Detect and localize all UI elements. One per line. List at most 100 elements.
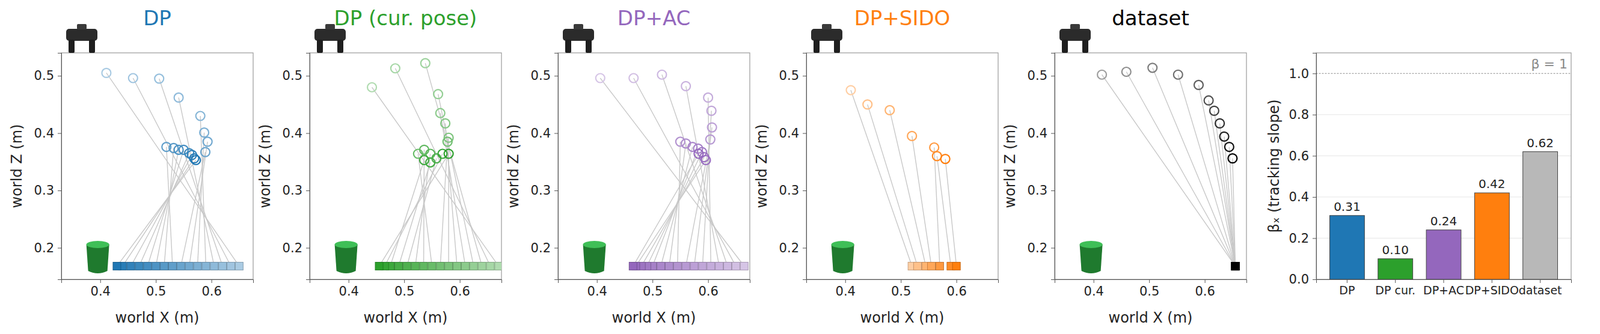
x-axis-line [1316, 280, 1572, 284]
target-square [935, 262, 944, 271]
target-square [673, 262, 682, 271]
gripper-body [66, 28, 98, 41]
gripper-body [811, 28, 843, 41]
pred-point [435, 108, 445, 118]
y-tick-mark [1312, 155, 1317, 157]
target-square [1231, 262, 1240, 271]
bin-body [1079, 244, 1103, 274]
x-tick: 0.5 [1139, 279, 1160, 299]
x-axis: 0.40.50.6 [558, 279, 751, 299]
link-line [1152, 67, 1236, 267]
target-square [494, 262, 502, 271]
y-axis-title: world Z (m) [753, 124, 771, 209]
bar [1378, 259, 1414, 280]
target-square [927, 262, 936, 271]
y-tick-label: 0.4 [530, 126, 551, 141]
y-tick: 0.3 [282, 183, 310, 198]
pred-point [200, 147, 210, 157]
y-tick-mark [554, 133, 558, 135]
gripper-finger [813, 39, 820, 53]
link-line [189, 141, 209, 267]
pred-point [657, 70, 667, 80]
x-tick-mark [1491, 279, 1493, 284]
bar [1426, 230, 1462, 280]
pred-point [1227, 153, 1237, 163]
panel-title: DP+SIDO [854, 6, 951, 31]
target-square [913, 262, 922, 271]
target-square [740, 262, 748, 271]
data-group [101, 68, 243, 271]
link-line [1208, 100, 1236, 267]
y-axis-line [306, 53, 311, 281]
y-tick: 0.2 [1027, 241, 1055, 256]
x-tick-mark [845, 279, 846, 284]
link-line [379, 153, 450, 267]
link-line [1232, 158, 1236, 267]
plot-frame [61, 52, 254, 280]
gripper-finger [88, 39, 96, 53]
grid-line [1316, 73, 1572, 74]
y-tick-label: 0.2 [779, 241, 800, 256]
data-group [1097, 63, 1240, 270]
link-line [662, 74, 728, 267]
gripper-body [562, 28, 595, 41]
pred-point [154, 73, 164, 83]
bar [1474, 193, 1510, 280]
y-axis-title: βₓ (tracking slope) [1265, 99, 1283, 234]
target-square [375, 262, 384, 271]
link-line [1177, 74, 1236, 267]
y-axis-line [802, 53, 807, 281]
bin-icon [831, 241, 855, 274]
x-tick: 0.4 [90, 279, 111, 299]
x-tick-label: 0.4 [1084, 284, 1104, 299]
link-line [417, 153, 432, 267]
pred-point [1209, 106, 1219, 116]
y-tick-mark [802, 190, 807, 192]
pred-point [168, 143, 178, 153]
pred-point [367, 82, 377, 92]
target-square [394, 262, 403, 271]
y-tick-mark [306, 190, 310, 192]
y-tick-mark [1312, 114, 1317, 116]
pred-point [885, 105, 895, 115]
scatter-panel: 0.40.50.60.20.30.40.5DP+ACworld X (m)wor… [505, 6, 751, 327]
x-tick: 0.5 [146, 279, 166, 299]
x-tick: DP+AC [1423, 279, 1465, 298]
pred-point [703, 93, 713, 103]
link-line [122, 158, 195, 267]
y-tick-label: 0.5 [1027, 68, 1048, 83]
link-line [936, 156, 951, 267]
link-line [131, 155, 193, 267]
x-tick-mark [956, 279, 958, 284]
target-square [152, 262, 160, 271]
y-tick: 0.4 [1289, 190, 1317, 205]
x-tick-label: 0.6 [1194, 284, 1215, 299]
pred-point [433, 89, 443, 99]
target-square [185, 262, 194, 271]
target-square [698, 262, 707, 271]
bin-body [86, 244, 110, 274]
bin-rim [583, 241, 607, 249]
bin-rim [831, 241, 855, 249]
link-line [425, 63, 482, 267]
y-tick-mark [802, 75, 807, 77]
target-square [160, 262, 169, 271]
target-square [1231, 262, 1240, 271]
target-square [193, 262, 202, 271]
data-label: 0.10 [1381, 242, 1409, 258]
pred-point [940, 154, 951, 164]
x-tick: 0.6 [946, 279, 967, 299]
y-tick-label: 0.4 [282, 126, 303, 141]
x-tick-label: 0.5 [891, 284, 911, 299]
pred-point [1147, 63, 1157, 73]
x-tick-mark [459, 279, 461, 284]
link-line [850, 90, 913, 267]
x-tick-mark [652, 279, 653, 284]
link-line [1126, 71, 1236, 267]
link-line [440, 141, 448, 267]
y-tick: 0.3 [1027, 183, 1055, 198]
x-axis-title: world X (m) [363, 309, 448, 327]
target-square [402, 262, 411, 271]
link-line [138, 153, 189, 267]
x-axis-title: world X (m) [115, 309, 200, 327]
